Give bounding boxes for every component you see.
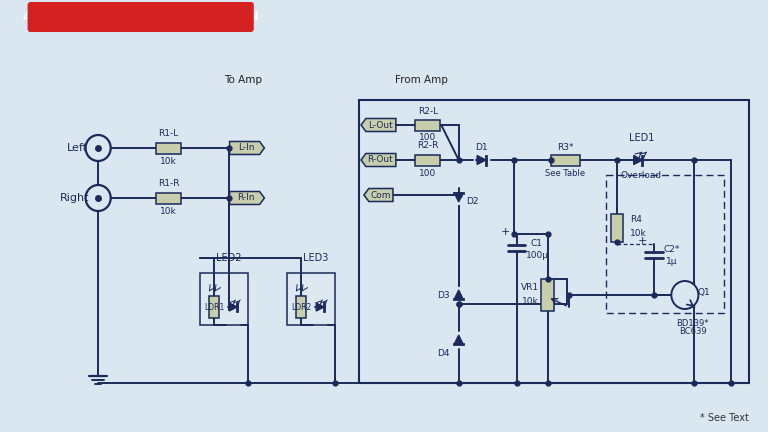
Text: 100: 100 xyxy=(419,133,436,143)
Text: D4: D4 xyxy=(437,349,449,358)
Text: L-In: L-In xyxy=(238,143,254,152)
Circle shape xyxy=(85,135,111,161)
Text: Right: Right xyxy=(60,193,90,203)
Text: BD139*: BD139* xyxy=(677,318,709,327)
Bar xyxy=(156,193,181,203)
Text: R2-L: R2-L xyxy=(418,107,438,115)
Text: R2-R: R2-R xyxy=(417,142,439,150)
Text: See Table: See Table xyxy=(545,169,585,178)
Text: 1μ: 1μ xyxy=(666,257,677,266)
Text: R4: R4 xyxy=(631,216,643,225)
Polygon shape xyxy=(455,335,463,344)
Text: Overload: Overload xyxy=(621,172,662,181)
Text: C2*: C2* xyxy=(663,245,680,254)
Bar xyxy=(200,273,248,325)
Text: D3: D3 xyxy=(437,290,449,299)
Text: +: + xyxy=(501,227,510,237)
Text: 100μ: 100μ xyxy=(526,251,549,260)
Bar xyxy=(551,155,580,165)
Bar xyxy=(156,143,181,153)
Text: D1: D1 xyxy=(475,143,488,152)
Text: R-In: R-In xyxy=(237,194,255,203)
Bar xyxy=(606,175,723,313)
Circle shape xyxy=(85,185,111,211)
Bar xyxy=(415,155,440,165)
Text: 10k: 10k xyxy=(161,207,177,216)
Text: Com: Com xyxy=(370,191,391,200)
Text: 10k: 10k xyxy=(161,158,177,166)
Polygon shape xyxy=(229,303,237,311)
Text: 100: 100 xyxy=(419,168,436,178)
Text: BC639: BC639 xyxy=(679,327,707,337)
Text: LDR1: LDR1 xyxy=(204,302,224,311)
Polygon shape xyxy=(230,191,264,204)
Text: VR1: VR1 xyxy=(521,283,539,292)
Text: R1-L: R1-L xyxy=(158,130,179,139)
Text: R3*: R3* xyxy=(557,143,573,152)
Text: LED1: LED1 xyxy=(629,133,654,143)
Text: L-Out: L-Out xyxy=(368,121,392,130)
Polygon shape xyxy=(455,290,463,299)
Bar xyxy=(286,273,335,325)
Text: C1: C1 xyxy=(530,239,542,248)
Text: D2: D2 xyxy=(466,197,478,206)
Polygon shape xyxy=(634,156,642,165)
Text: AMPLIFIER OVERLOAD PROTECTION: AMPLIFIER OVERLOAD PROTECTION xyxy=(23,10,259,23)
Polygon shape xyxy=(361,153,396,166)
Bar xyxy=(296,296,306,318)
Text: R1-R: R1-R xyxy=(158,180,180,188)
Text: From Amp: From Amp xyxy=(395,75,448,85)
Text: LED2: LED2 xyxy=(216,253,241,263)
FancyBboxPatch shape xyxy=(28,2,253,32)
Polygon shape xyxy=(364,188,393,201)
Text: Q1: Q1 xyxy=(698,289,710,298)
Text: To Amp: To Amp xyxy=(224,75,262,85)
Polygon shape xyxy=(455,193,463,202)
Polygon shape xyxy=(477,156,486,165)
Text: LDR2: LDR2 xyxy=(291,302,311,311)
Text: * See Text: * See Text xyxy=(700,413,749,423)
Text: +: + xyxy=(637,236,647,246)
Text: 10k: 10k xyxy=(630,229,647,238)
Bar xyxy=(541,279,554,311)
Bar xyxy=(210,296,219,318)
Text: Left: Left xyxy=(66,143,88,153)
Polygon shape xyxy=(316,303,324,311)
Polygon shape xyxy=(230,142,264,155)
Bar xyxy=(415,120,440,130)
Text: 10k: 10k xyxy=(521,296,538,305)
Bar xyxy=(359,100,749,383)
Text: LED3: LED3 xyxy=(303,253,328,263)
Text: R-Out: R-Out xyxy=(368,156,393,165)
Circle shape xyxy=(671,281,698,309)
Bar xyxy=(611,214,623,242)
Polygon shape xyxy=(361,118,396,131)
